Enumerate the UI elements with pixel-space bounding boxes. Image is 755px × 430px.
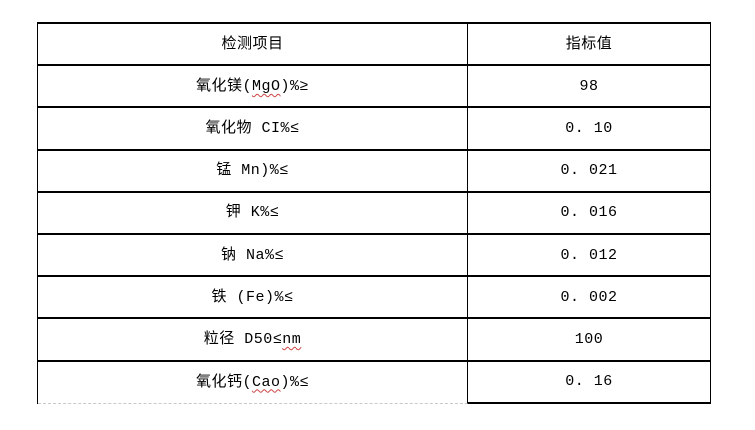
spec-table: 检测项目 指标值 氧化镁(MgO)%≥ 98 氧化物 CI%≤ 0. 10 锰 … <box>37 22 711 404</box>
item-text: )%≤ <box>280 373 310 391</box>
row-item-cell: 锰 Mn)%≤ <box>38 150 468 193</box>
item-spellcheck-text: nm <box>282 330 302 348</box>
column-header-index-value: 指标值 <box>468 24 711 67</box>
row-value-cell: 0. 10 <box>468 108 711 151</box>
item-text: 氧化物 CI%≤ <box>205 119 300 137</box>
item-text: 氧化钙( <box>195 373 252 391</box>
item-text: 钾 K%≤ <box>225 204 280 222</box>
row-item-cell: 钠 Na%≤ <box>38 234 468 278</box>
row-value-cell: 98 <box>468 66 711 109</box>
item-text: )%≥ <box>280 77 310 95</box>
item-text: 锰 Mn)%≤ <box>216 162 289 180</box>
item-text: 粒径 D50≤ <box>203 330 283 348</box>
row-value-cell: 0. 16 <box>468 361 711 404</box>
row-item-cell: 氧化物 CI%≤ <box>38 108 468 151</box>
item-text: 氧化镁( <box>195 77 252 95</box>
item-text: 钠 Na%≤ <box>220 246 284 264</box>
row-item-cell: 钾 K%≤ <box>38 192 468 235</box>
row-item-cell: 氧化镁(MgO)%≥ <box>38 66 468 109</box>
row-value-cell: 100 <box>468 319 711 362</box>
row-value-cell: 0. 012 <box>468 234 711 278</box>
row-value-cell: 0. 016 <box>468 192 711 235</box>
row-item-cell: 粒径 D50≤ nm <box>38 319 468 362</box>
item-text: 铁 (Fe)%≤ <box>211 288 294 306</box>
item-spellcheck-text: Cao <box>251 373 281 391</box>
column-header-test-item: 检测项目 <box>38 24 468 67</box>
row-item-cell: 铁 (Fe)%≤ <box>38 277 468 320</box>
row-value-cell: 0. 002 <box>468 277 711 320</box>
row-value-cell: 0. 021 <box>468 150 711 193</box>
item-spellcheck-text: MgO <box>251 77 281 95</box>
row-item-cell: 氧化钙(Cao)%≤ <box>38 361 468 404</box>
